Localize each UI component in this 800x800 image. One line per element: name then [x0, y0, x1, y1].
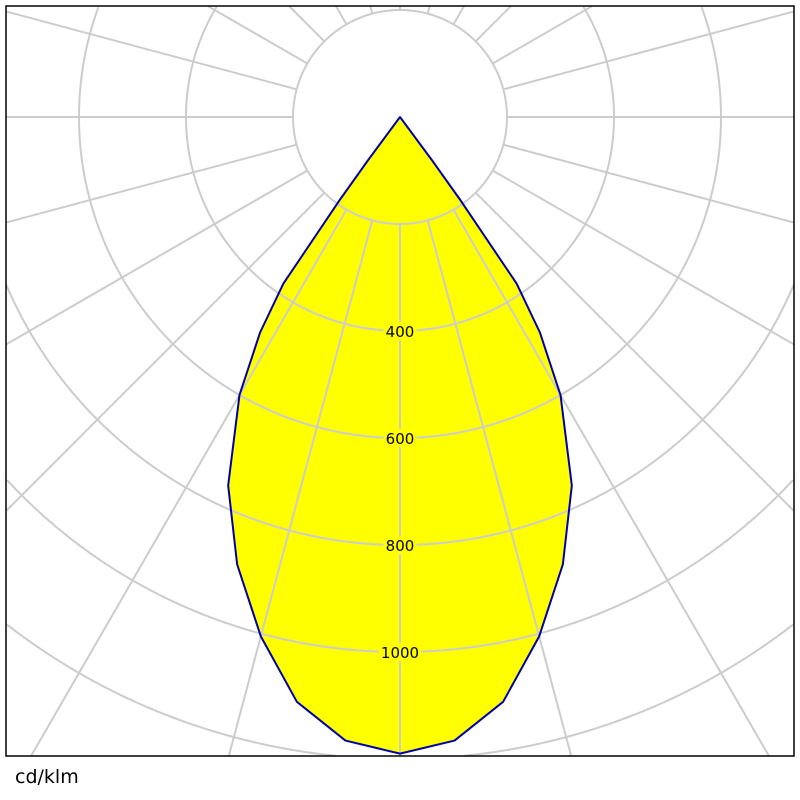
grid-ring — [228, 283, 572, 546]
grid-spoke — [335, 5, 348, 25]
grid-spoke — [228, 209, 348, 754]
tick-label: 1000 — [381, 644, 419, 662]
grid-ring — [228, 117, 572, 332]
tick-label: 800 — [386, 537, 415, 555]
grid-spoke — [503, 10, 795, 91]
plot-frame — [5, 5, 795, 757]
grid-spoke — [503, 143, 795, 224]
grid-ring — [228, 479, 572, 653]
grid-spoke — [288, 5, 326, 43]
tick-label-bg — [383, 322, 417, 340]
grid-ring — [6, 623, 794, 757]
grid-spoke — [492, 5, 593, 65]
tick-label: 600 — [386, 430, 415, 448]
grid-spoke — [207, 5, 308, 65]
tick-label: 400 — [386, 323, 415, 341]
tick-label-bg — [383, 429, 417, 447]
grid-spoke — [452, 209, 572, 754]
grid-spoke — [5, 143, 297, 224]
tick-labels: 400 600 800 1000 — [379, 322, 421, 662]
grid-spoke — [5, 191, 326, 512]
curve-line — [227, 116, 573, 755]
tick-label-bg — [379, 643, 421, 661]
grid-spoke — [492, 169, 795, 346]
grid-ring — [228, 117, 572, 439]
unit-label: cd/klm — [15, 766, 79, 788]
grid-spoke — [452, 5, 465, 25]
tick-label-bg — [383, 536, 417, 554]
grid-spoke — [474, 191, 795, 512]
grid-spoke — [369, 5, 374, 14]
grid-spoke — [5, 169, 308, 346]
grid-spoke — [426, 5, 431, 14]
grid-spoke — [474, 5, 512, 43]
grid-spoke — [5, 10, 297, 91]
